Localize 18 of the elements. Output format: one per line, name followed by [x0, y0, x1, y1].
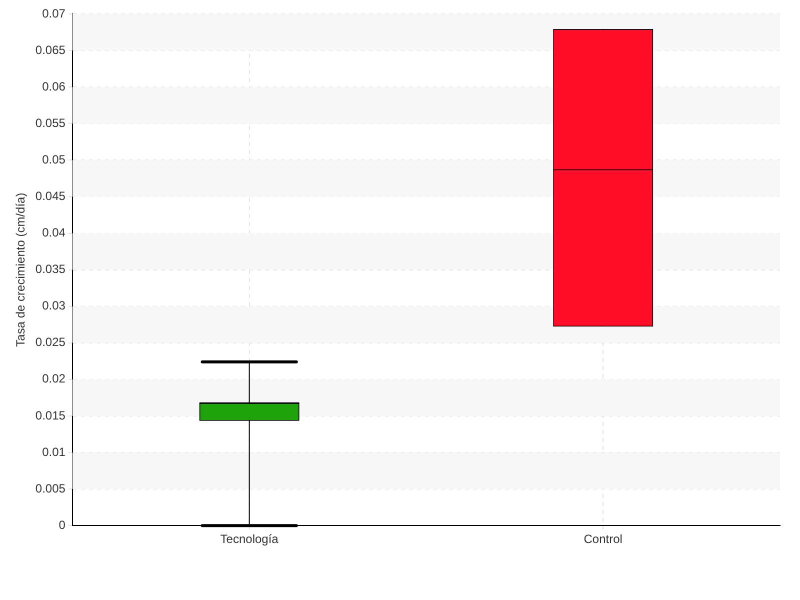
- y-tick-label: 0.005: [35, 481, 66, 496]
- y-tick-label: 0.04: [42, 226, 66, 240]
- y-tick-label: 0.06: [42, 79, 66, 94]
- y-tick-label: 0.055: [35, 116, 66, 130]
- y-tick-label: 0.015: [35, 408, 66, 422]
- y-tick-label: 0.025: [35, 335, 66, 350]
- y-tick-label: 0.07: [42, 6, 66, 20]
- x-tick-label: Tecnología: [220, 532, 279, 546]
- y-tick-label: 0.02: [42, 372, 66, 386]
- y-tick-label: 0: [58, 518, 66, 532]
- x-tick-label: Control: [584, 532, 622, 546]
- y-axis-title: Tasa de crecimiento (cm/día): [14, 192, 28, 347]
- y-tick-label: 0.035: [35, 262, 66, 276]
- y-tick-label: 0.045: [35, 189, 66, 204]
- y-tick-label: 0.065: [35, 42, 66, 57]
- y-tick-label: 0.01: [42, 444, 66, 459]
- y-tick-label: 0.05: [42, 152, 66, 166]
- y-tick-label: 0.03: [42, 298, 66, 313]
